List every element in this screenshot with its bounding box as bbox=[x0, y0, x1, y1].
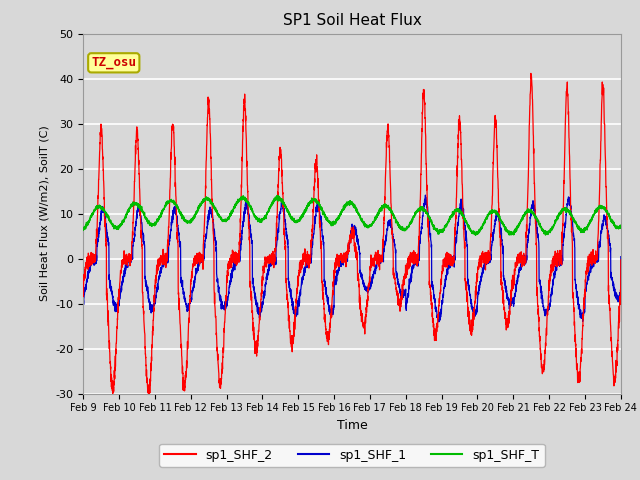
sp1_SHF_T bbox=[566, 210, 574, 216]
sp1_SHF_T bbox=[404, 224, 412, 229]
sp1_SHF_1 bbox=[422, 192, 429, 198]
Legend: sp1_SHF_2, sp1_SHF_1, sp1_SHF_T: sp1_SHF_2, sp1_SHF_1, sp1_SHF_T bbox=[159, 444, 545, 467]
sp1_SHF_1 bbox=[230, 265, 237, 271]
sp1_SHF_T bbox=[617, 224, 625, 229]
Line: sp1_SHF_2: sp1_SHF_2 bbox=[83, 73, 621, 394]
Text: TZ_osu: TZ_osu bbox=[92, 56, 136, 69]
sp1_SHF_T bbox=[617, 223, 625, 228]
sp1_SHF_T bbox=[273, 192, 281, 198]
sp1_SHF_1 bbox=[414, 260, 422, 265]
Y-axis label: Soil Heat Flux (W/m2), SoilT (C): Soil Heat Flux (W/m2), SoilT (C) bbox=[40, 126, 50, 301]
Line: sp1_SHF_T: sp1_SHF_T bbox=[83, 195, 621, 235]
sp1_SHF_T bbox=[195, 206, 202, 212]
sp1_SHF_2 bbox=[195, 258, 202, 264]
sp1_SHF_2 bbox=[566, 176, 574, 181]
sp1_SHF_1 bbox=[566, 197, 574, 203]
sp1_SHF_1 bbox=[195, 263, 202, 268]
sp1_SHF_2 bbox=[230, 256, 237, 262]
sp1_SHF_2 bbox=[145, 391, 152, 397]
sp1_SHF_T bbox=[414, 208, 422, 214]
sp1_SHF_1 bbox=[617, 254, 625, 260]
sp1_SHF_2 bbox=[617, 294, 625, 300]
sp1_SHF_T bbox=[472, 232, 479, 238]
sp1_SHF_2 bbox=[79, 275, 87, 281]
sp1_SHF_2 bbox=[527, 71, 534, 76]
sp1_SHF_2 bbox=[617, 257, 625, 263]
sp1_SHF_1 bbox=[79, 298, 87, 304]
sp1_SHF_T bbox=[230, 206, 237, 212]
X-axis label: Time: Time bbox=[337, 419, 367, 432]
Line: sp1_SHF_1: sp1_SHF_1 bbox=[83, 195, 621, 322]
sp1_SHF_1 bbox=[404, 293, 412, 299]
sp1_SHF_1 bbox=[435, 319, 443, 325]
sp1_SHF_T bbox=[79, 227, 87, 233]
sp1_SHF_2 bbox=[414, 260, 422, 266]
Title: SP1 Soil Heat Flux: SP1 Soil Heat Flux bbox=[283, 13, 421, 28]
sp1_SHF_1 bbox=[617, 292, 625, 298]
sp1_SHF_2 bbox=[404, 261, 412, 267]
